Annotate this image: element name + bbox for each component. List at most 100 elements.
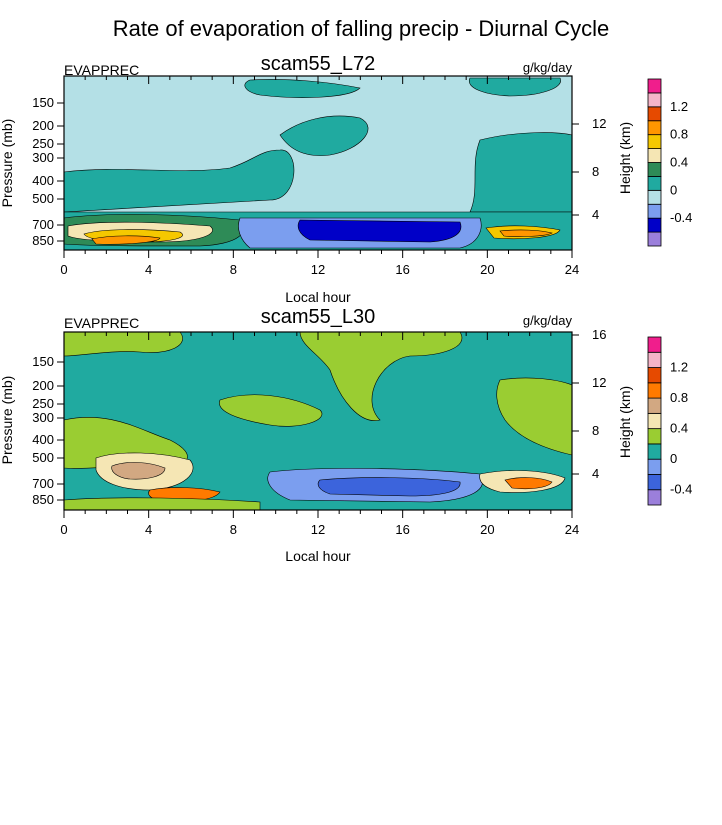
x-tick-label: 20 xyxy=(480,262,494,277)
colorbar-swatch xyxy=(647,412,662,430)
colorbar-swatch xyxy=(647,458,662,475)
field-bottom-green xyxy=(63,497,261,511)
panel-l72-field xyxy=(63,76,573,251)
panel-l30-left-label: EVAPPREC xyxy=(64,315,139,331)
panel-l72-xlabel: Local hour xyxy=(285,289,351,305)
field-band-teal xyxy=(63,149,295,213)
colorbar-swatch xyxy=(647,351,662,368)
colorbar-label: 0.8 xyxy=(670,127,688,142)
panel-l72-left-label: EVAPPREC xyxy=(64,62,139,78)
y-right-tick-label: 8 xyxy=(592,164,599,179)
y-right-tick-label: 8 xyxy=(592,423,599,438)
panel-l72-ylabel: Pressure (mb) xyxy=(0,119,15,208)
y-right-tick-label: 4 xyxy=(592,207,599,222)
y-tick-label: 250 xyxy=(32,396,54,411)
colorbar-label: 0.4 xyxy=(670,155,688,170)
field-band-teal-top xyxy=(244,79,361,98)
colorbar-label: 0 xyxy=(670,451,677,466)
field-upper-green-top xyxy=(63,331,183,357)
panel-l72: EVAPPREC scam55_L72 g/kg/day 0 4 8 12 16 20 24… xyxy=(0,53,692,305)
x-tick-label: 16 xyxy=(395,262,409,277)
x-tick-label: 0 xyxy=(60,262,67,277)
y-tick-label: 250 xyxy=(32,136,54,151)
colorbar-swatch xyxy=(647,474,662,491)
y-tick-label: 850 xyxy=(32,492,54,507)
y-right-tick-label: 4 xyxy=(592,466,599,481)
x-tick-label: 12 xyxy=(311,522,325,537)
field-upper-green-band xyxy=(299,331,463,421)
y-tick-label: 400 xyxy=(32,173,54,188)
y-tick-label: 300 xyxy=(32,410,54,425)
colorbar-swatch xyxy=(647,367,662,384)
colorbar-swatch xyxy=(647,162,662,177)
colorbar-swatch xyxy=(647,428,662,445)
panel-l72-ylabel-right: Height (km) xyxy=(617,122,633,194)
x-tick-label: 8 xyxy=(230,262,237,277)
y-tick-label: 200 xyxy=(32,118,54,133)
colorbar-label: 1.2 xyxy=(670,99,688,114)
field-upper-green-mid xyxy=(219,394,323,427)
colorbar-swatch xyxy=(647,176,662,191)
colorbar-label: 0.8 xyxy=(670,390,688,405)
colorbar-label: -0.4 xyxy=(670,210,692,225)
y-tick-label: 500 xyxy=(32,191,54,206)
colorbar-swatch xyxy=(647,443,662,460)
panel-l30-ylabel-right: Height (km) xyxy=(617,386,633,458)
y-right-tick-label: 12 xyxy=(592,116,606,131)
x-tick-label: 16 xyxy=(395,522,409,537)
colorbar-swatch xyxy=(647,231,662,247)
field-band-teal-right xyxy=(469,132,573,213)
colorbar-swatch xyxy=(647,217,662,233)
x-tick-label: 24 xyxy=(565,522,579,537)
field-lower-right-orange xyxy=(504,477,553,490)
y-tick-label: 850 xyxy=(32,233,54,248)
panel-l72-title: scam55_L72 xyxy=(261,53,376,75)
field-lower-darkblue xyxy=(297,219,462,243)
y-right-tick-label: 16 xyxy=(592,327,606,342)
colorbar-swatch xyxy=(647,489,662,506)
field-lower-orange xyxy=(91,235,161,245)
panel-l30-ylabel: Pressure (mb) xyxy=(0,376,15,465)
x-tick-label: 20 xyxy=(480,522,494,537)
field-lower-tan xyxy=(111,462,166,480)
colorbar-swatch xyxy=(647,78,662,94)
field-lower-right-orange xyxy=(499,229,553,237)
y-tick-label: 700 xyxy=(32,217,54,232)
colorbar-swatch xyxy=(647,189,662,205)
panel-l30-xlabel: Local hour xyxy=(285,548,351,564)
colorbar-label: 0 xyxy=(670,182,677,197)
colorbar-swatch xyxy=(647,92,662,108)
x-tick-label: 4 xyxy=(145,262,152,277)
panel-l72-units: g/kg/day xyxy=(523,60,573,75)
colorbar-swatch xyxy=(647,203,662,219)
colorbar-label: -0.4 xyxy=(670,482,692,497)
x-tick-label: 8 xyxy=(230,522,237,537)
field-band-teal-mid xyxy=(279,115,369,156)
x-tick-label: 24 xyxy=(565,262,579,277)
panel-l30-units: g/kg/day xyxy=(523,313,573,328)
colorbar-swatch xyxy=(647,397,662,414)
x-tick-label: 0 xyxy=(60,522,67,537)
field-band-teal-topright xyxy=(468,77,561,97)
colorbar-swatch xyxy=(647,382,662,399)
panel-l30: EVAPPREC scam55_L30 g/kg/day 0 4 8 12 16 20 24… xyxy=(0,306,692,564)
y-tick-label: 200 xyxy=(32,378,54,393)
x-tick-label: 12 xyxy=(311,262,325,277)
colorbar-label: 0.4 xyxy=(670,421,688,436)
colorbar-swatch xyxy=(647,120,662,136)
colorbar-swatch xyxy=(647,134,662,149)
colorbar-swatch xyxy=(647,148,662,163)
field-upper-green-right xyxy=(496,377,573,456)
y-tick-label: 700 xyxy=(32,476,54,491)
y-tick-label: 300 xyxy=(32,150,54,165)
y-right-tick-label: 12 xyxy=(592,375,606,390)
colorbar-swatch xyxy=(647,106,662,122)
y-tick-label: 150 xyxy=(32,95,54,110)
panel-l30-title: scam55_L30 xyxy=(261,306,376,328)
colorbar-label: 1.2 xyxy=(670,360,688,375)
colorbar-swatch xyxy=(647,336,662,353)
y-tick-label: 500 xyxy=(32,450,54,465)
panel-l72-colorbar: 1.2 0.8 0.4 0 -0.4 xyxy=(647,78,692,247)
